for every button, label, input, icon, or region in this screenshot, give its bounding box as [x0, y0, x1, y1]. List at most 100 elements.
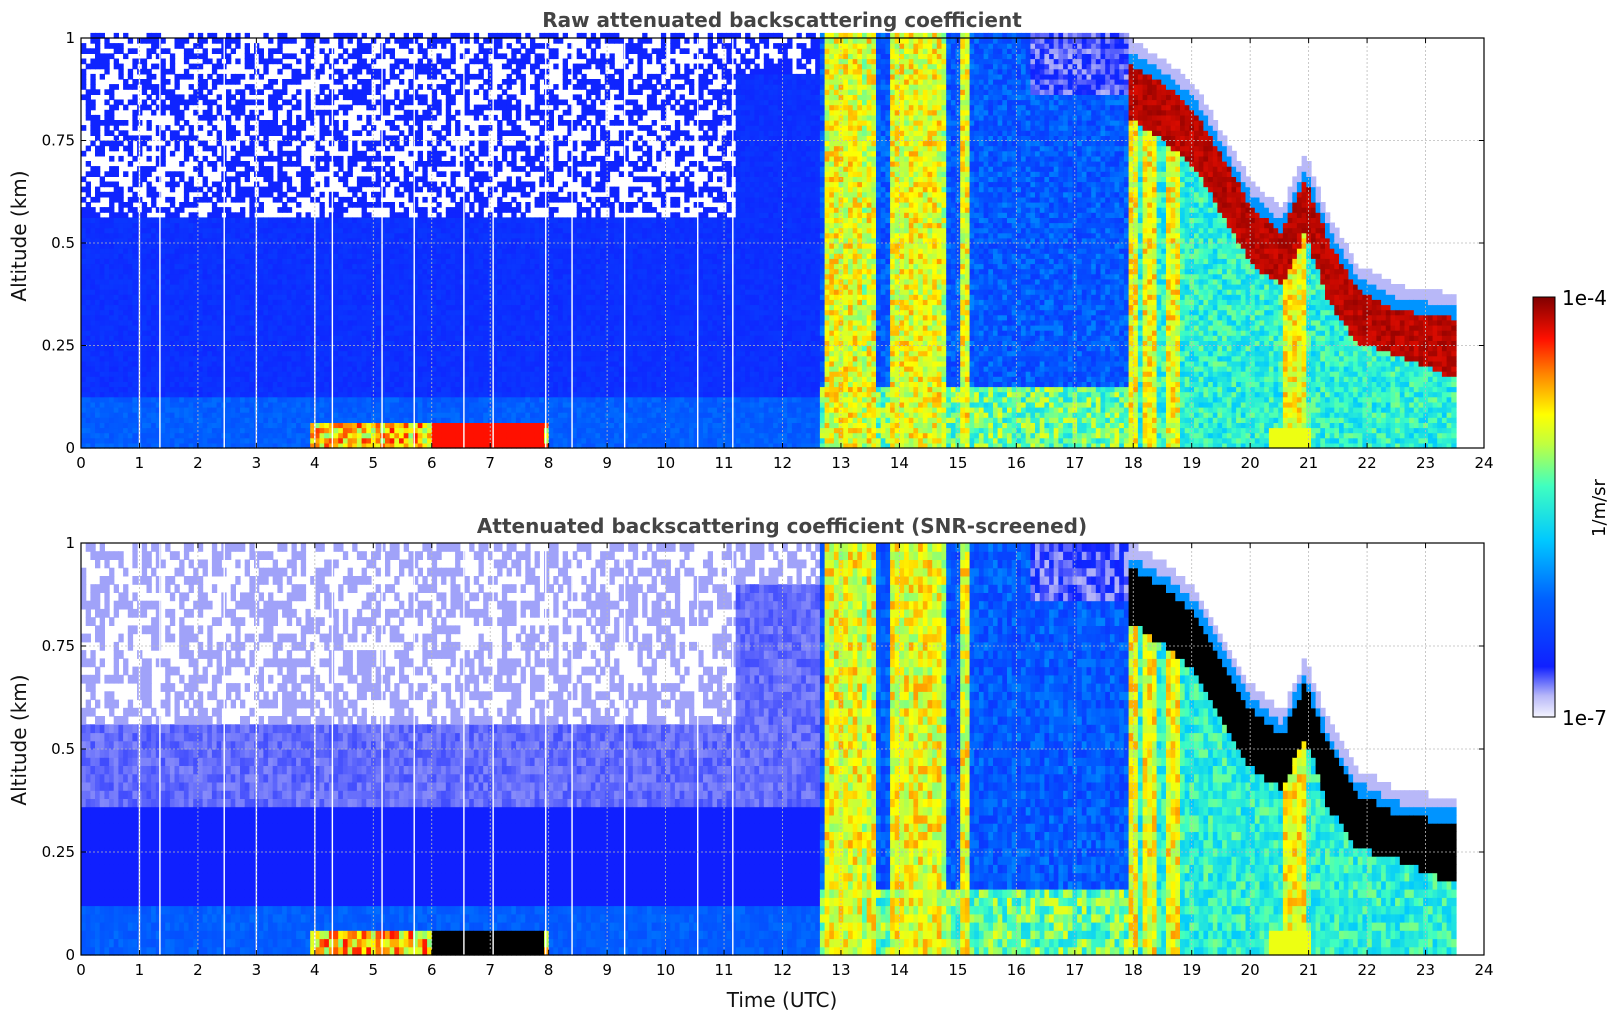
heatmap-cell — [399, 233, 404, 239]
heatmap-cell — [165, 274, 170, 280]
heatmap-cell — [90, 243, 95, 249]
heatmap-cell — [179, 417, 184, 423]
heatmap-cell — [404, 417, 409, 423]
heatmap-cell — [86, 438, 91, 444]
heatmap-cell — [189, 299, 194, 305]
heatmap-cell — [273, 217, 278, 223]
heatmap-cell — [231, 397, 236, 403]
heatmap-cell — [212, 330, 217, 336]
heatmap-cell — [287, 310, 292, 316]
heatmap-cell — [147, 392, 152, 398]
heatmap-cell — [324, 38, 329, 44]
heatmap-cell — [277, 258, 282, 264]
heatmap-cell — [436, 151, 441, 157]
heatmap-cell — [189, 125, 194, 131]
heatmap-cell — [301, 120, 306, 126]
heatmap-cell — [203, 299, 208, 305]
heatmap-cell — [324, 330, 329, 336]
heatmap-cell — [114, 48, 119, 54]
heatmap-cell — [142, 243, 147, 249]
heatmap-cell — [118, 100, 123, 106]
heatmap-cell — [362, 381, 367, 387]
heatmap-cell — [90, 325, 95, 331]
heatmap-cell — [123, 335, 128, 341]
heatmap-cell — [226, 320, 231, 326]
heatmap-cell — [95, 335, 100, 341]
heatmap-cell — [226, 217, 231, 223]
heatmap-cell — [422, 228, 427, 234]
heatmap-cell — [436, 269, 441, 275]
heatmap-cell — [118, 243, 123, 249]
heatmap-cell — [451, 387, 456, 393]
heatmap-cell — [104, 361, 109, 367]
heatmap-cell — [114, 412, 119, 418]
heatmap-cell — [408, 433, 413, 439]
heatmap-cell — [324, 346, 329, 352]
heatmap-cell — [226, 397, 231, 403]
heatmap-cell — [380, 94, 385, 100]
heatmap-cell — [259, 346, 264, 352]
heatmap-cell — [161, 381, 166, 387]
heatmap-cell — [282, 253, 287, 259]
heatmap-cell — [432, 156, 437, 162]
heatmap-cell — [329, 130, 334, 136]
heatmap-cell — [128, 438, 133, 444]
heatmap-cell — [235, 248, 240, 254]
heatmap-cell — [235, 110, 240, 116]
heatmap-cell — [142, 217, 147, 223]
heatmap-cell — [334, 69, 339, 75]
heatmap-cell — [114, 248, 119, 254]
heatmap-cell — [259, 422, 264, 428]
heatmap-cell — [329, 100, 334, 106]
heatmap-cell — [123, 330, 128, 336]
heatmap-cell — [287, 422, 292, 428]
heatmap-cell — [147, 356, 152, 362]
heatmap-cell — [104, 64, 109, 70]
heatmap-cell — [217, 310, 222, 316]
heatmap-cell — [287, 64, 292, 70]
heatmap-cell — [329, 197, 334, 203]
heatmap-cell — [109, 171, 114, 177]
heatmap-cell — [235, 305, 240, 311]
heatmap-cell — [315, 422, 320, 428]
heatmap-cell — [198, 74, 203, 80]
heatmap-cell — [231, 289, 236, 295]
heatmap-cell — [259, 397, 264, 403]
heatmap-cell — [306, 182, 311, 188]
heatmap-cell — [380, 361, 385, 367]
heatmap-cell — [175, 335, 180, 341]
heatmap-cell — [249, 330, 254, 336]
heatmap-cell — [249, 248, 254, 254]
heatmap-cell — [408, 279, 413, 285]
heatmap-cell — [81, 310, 86, 316]
heatmap-cell — [123, 264, 128, 270]
heatmap-cell — [268, 294, 273, 300]
heatmap-cell — [287, 130, 292, 136]
heatmap-cell — [86, 392, 91, 398]
heatmap-cell — [320, 402, 325, 408]
heatmap-cell — [249, 299, 254, 305]
heatmap-cell — [90, 125, 95, 131]
heatmap-cell — [179, 305, 184, 311]
heatmap-cell — [231, 48, 236, 54]
heatmap-cell — [320, 243, 325, 249]
heatmap-cell — [292, 438, 297, 444]
heatmap-cell — [217, 130, 222, 136]
heatmap-cell — [296, 407, 301, 413]
heatmap-cell — [235, 115, 240, 121]
heatmap-cell — [203, 264, 208, 270]
heatmap-cell — [249, 305, 254, 311]
heatmap-cell — [147, 192, 152, 198]
heatmap-cell — [306, 428, 311, 434]
heatmap-cell — [320, 335, 325, 341]
heatmap-cell — [385, 182, 390, 188]
heatmap-cell — [404, 217, 409, 223]
heatmap-cell — [151, 38, 156, 44]
heatmap-cell — [100, 151, 105, 157]
heatmap-cell — [320, 412, 325, 418]
heatmap-cell — [338, 89, 343, 95]
heatmap-cell — [226, 422, 231, 428]
heatmap-cell — [390, 325, 395, 331]
heatmap-cell — [147, 243, 152, 249]
heatmap-cell — [165, 243, 170, 249]
